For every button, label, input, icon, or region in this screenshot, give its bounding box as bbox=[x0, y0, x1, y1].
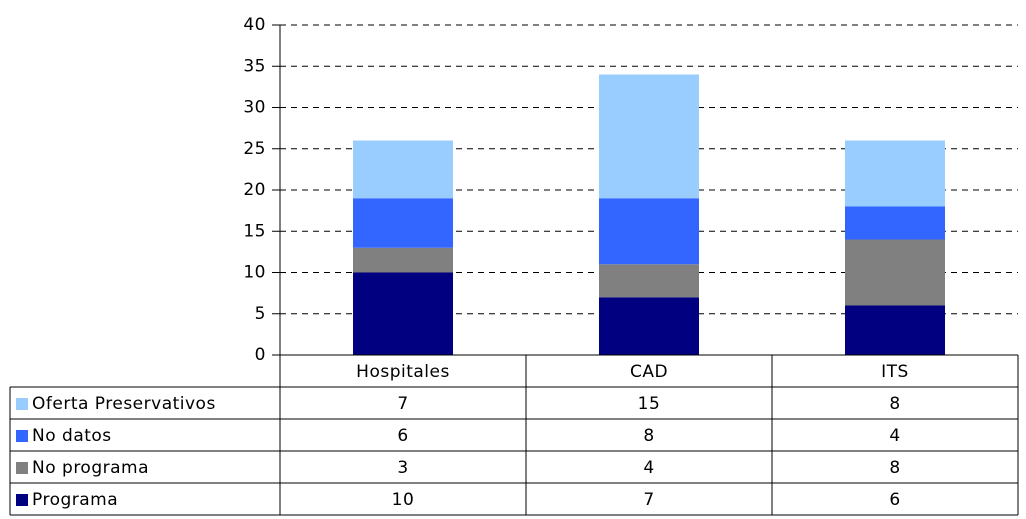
y-tick-label: 5 bbox=[255, 304, 266, 324]
bar-segment bbox=[353, 272, 453, 355]
bar-segment bbox=[353, 140, 453, 199]
x-tick-label: ITS bbox=[881, 362, 909, 382]
y-tick-label: 15 bbox=[243, 221, 266, 241]
bar-segment bbox=[353, 247, 453, 273]
bar-segment bbox=[353, 198, 453, 248]
table-value: 8 bbox=[889, 394, 900, 414]
table-value: 10 bbox=[392, 490, 415, 510]
legend-label: Oferta Preservativos bbox=[32, 394, 216, 414]
y-tick-label: 0 bbox=[255, 345, 266, 365]
x-tick-label: CAD bbox=[630, 362, 668, 382]
legend-swatch bbox=[16, 398, 28, 410]
y-tick-label: 40 bbox=[243, 15, 266, 35]
y-tick-label: 35 bbox=[243, 56, 266, 76]
bar-segment bbox=[845, 239, 945, 306]
table-value: 6 bbox=[397, 426, 408, 446]
bar-segment bbox=[599, 198, 699, 265]
bar-segment bbox=[845, 305, 945, 355]
x-tick-label: Hospitales bbox=[356, 362, 450, 382]
bar-segment bbox=[599, 74, 699, 199]
legend-label: Programa bbox=[32, 490, 118, 510]
table-value: 8 bbox=[889, 458, 900, 478]
table-value: 7 bbox=[643, 490, 654, 510]
legend-swatch bbox=[16, 494, 28, 506]
legend-swatch bbox=[16, 430, 28, 442]
table-value: 3 bbox=[397, 458, 408, 478]
table-value: 6 bbox=[889, 490, 900, 510]
table-value: 4 bbox=[889, 426, 900, 446]
table-value: 8 bbox=[643, 426, 654, 446]
table-value: 7 bbox=[397, 394, 408, 414]
bar-segment bbox=[599, 297, 699, 355]
y-tick-label: 30 bbox=[243, 98, 266, 118]
y-tick-label: 20 bbox=[243, 180, 266, 200]
table-value: 4 bbox=[643, 458, 654, 478]
y-tick-label: 10 bbox=[243, 263, 266, 283]
y-tick-label: 25 bbox=[243, 139, 266, 159]
legend-swatch bbox=[16, 462, 28, 474]
bar-segment bbox=[845, 140, 945, 207]
table-value: 15 bbox=[638, 394, 661, 414]
legend-label: No datos bbox=[32, 426, 112, 446]
bar-segment bbox=[599, 264, 699, 298]
bar-segment bbox=[845, 206, 945, 240]
legend-label: No programa bbox=[32, 458, 149, 478]
